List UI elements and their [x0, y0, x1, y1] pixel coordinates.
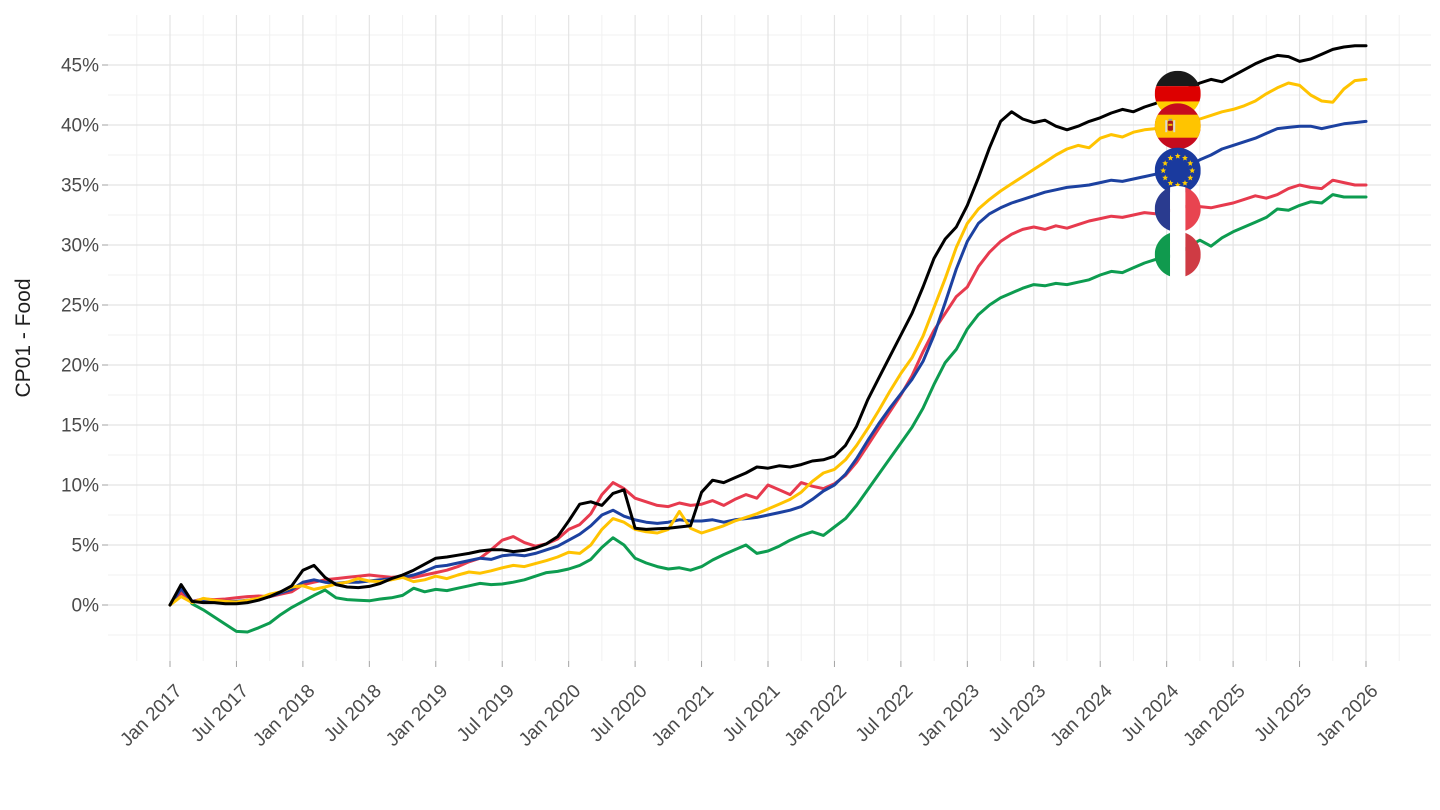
- x-tick-label: Jul 2024: [1118, 680, 1184, 746]
- y-tick-label: 20%: [61, 356, 99, 377]
- x-tick-label: Jan 2018: [249, 681, 319, 751]
- minor-gridlines: [108, 15, 1431, 661]
- x-tick-label: Jul 2021: [719, 681, 785, 747]
- x-tick-label: Jul 2023: [985, 681, 1051, 747]
- y-tick-label: 30%: [61, 236, 99, 257]
- x-tick-label: Jan 2019: [382, 681, 452, 751]
- axis-tick-marks: [102, 64, 1367, 667]
- x-tick-label: Jul 2018: [320, 681, 386, 747]
- x-tick-label: Jan 2024: [1047, 680, 1117, 750]
- y-tick-label: 15%: [61, 416, 99, 437]
- flag-it-icon: [1154, 231, 1201, 278]
- x-tick-label: Jan 2020: [515, 681, 585, 751]
- flag-markers: [1154, 70, 1201, 278]
- y-axis-title: CP01 - Food: [12, 278, 35, 397]
- y-tick-label: 25%: [61, 296, 99, 317]
- y-tick-label: 5%: [72, 536, 100, 557]
- x-tick-label: Jan 2021: [648, 681, 718, 751]
- flag-es-icon: [1154, 103, 1201, 150]
- x-tick-label: Jan 2025: [1180, 681, 1250, 751]
- y-tick-label: 40%: [61, 116, 99, 137]
- x-tick-label: Jan 2023: [914, 681, 984, 751]
- y-tick-label: 45%: [61, 56, 99, 77]
- major-gridlines: [108, 15, 1431, 661]
- flag-eu-icon: [1154, 147, 1201, 194]
- y-tick-label: 0%: [72, 596, 100, 617]
- y-tick-label: 35%: [61, 176, 99, 197]
- x-tick-label: Jul 2017: [187, 681, 253, 747]
- x-tick-label: Jan 2017: [116, 681, 186, 751]
- x-tick-label: Jul 2020: [586, 681, 652, 747]
- flag-fr-icon: [1154, 186, 1201, 232]
- y-axis-labels: 0% 5% 10% 15% 20% 25% 30% 35% 40% 45%: [61, 56, 99, 617]
- x-tick-label: Jul 2022: [852, 681, 918, 747]
- y-tick-label: 10%: [61, 476, 99, 497]
- x-tick-label: Jan 2026: [1312, 681, 1382, 751]
- x-tick-label: Jul 2019: [453, 681, 519, 747]
- x-tick-label: Jan 2022: [781, 681, 851, 751]
- x-tick-label: Jul 2025: [1250, 681, 1316, 747]
